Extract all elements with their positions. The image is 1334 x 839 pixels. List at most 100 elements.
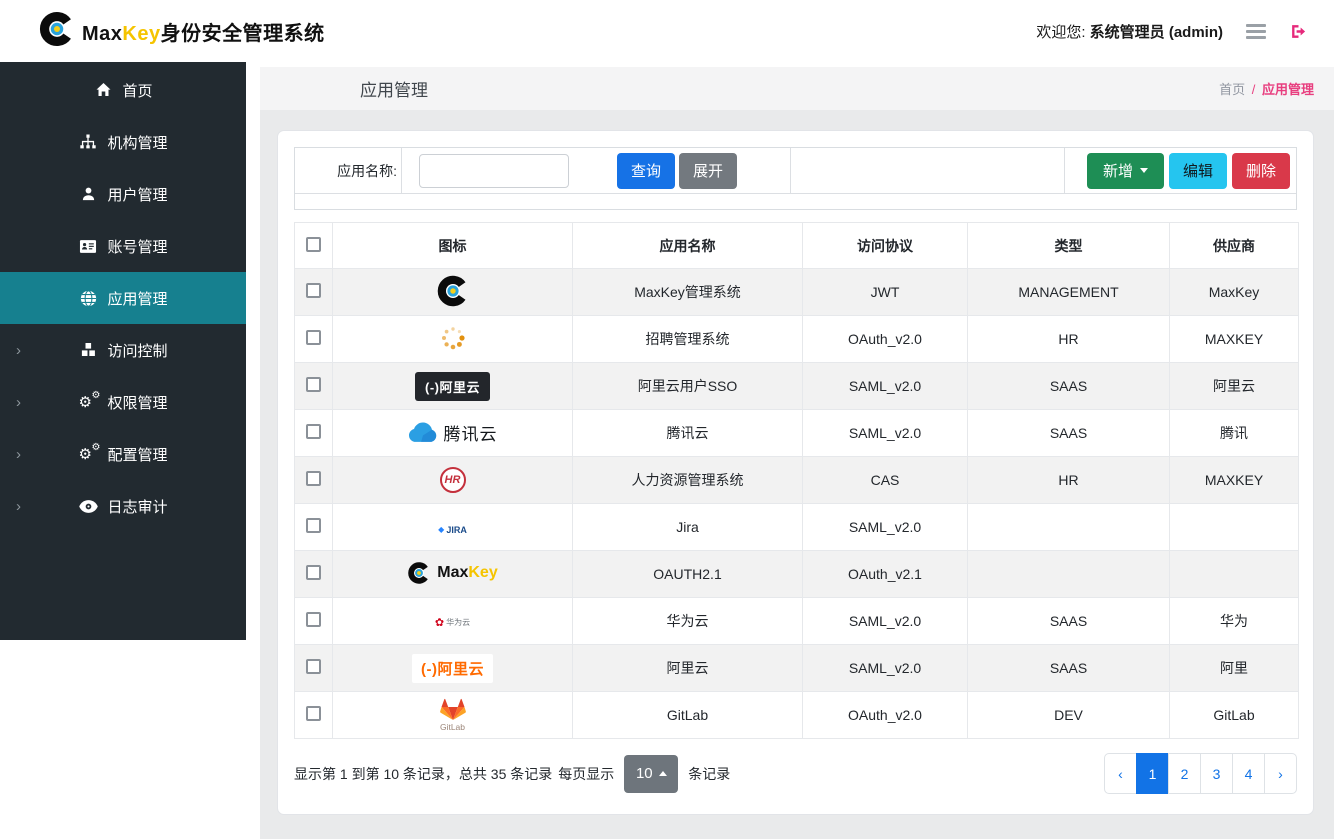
table-row[interactable]: MaxKey OAUTH2.1 OAuth_v2.1: [294, 550, 1299, 598]
table-row[interactable]: MaxKey管理系统 JWT MANAGEMENT MaxKey: [294, 268, 1299, 316]
sidebar: 首页机构管理用户管理账号管理应用管理 › 访问控制 › ⚙ ⚙ 权限管理 › ⚙ ⚙ 配置管理 › 日志…: [0, 62, 246, 640]
jira-icon: ◆ JIRA: [438, 524, 467, 535]
app-name-input[interactable]: [419, 153, 569, 188]
sidebar-item-label: 账号管理: [107, 238, 168, 256]
row-checkbox[interactable]: [306, 612, 321, 627]
user-icon: [78, 186, 98, 203]
sidebar-item-label: 访问控制: [107, 342, 168, 360]
table-row[interactable]: 腾讯云 腾讯云 SAML_v2.0 SAAS 腾讯: [294, 409, 1299, 457]
vendor-cell: 阿里: [1169, 644, 1299, 692]
next-page-button[interactable]: ›: [1264, 753, 1297, 794]
app-name-cell: MaxKey管理系统: [572, 268, 803, 316]
prev-page-button[interactable]: ‹: [1104, 753, 1137, 794]
sidebar-item-label: 权限管理: [107, 394, 168, 412]
breadcrumb-home[interactable]: 首页: [1219, 82, 1246, 97]
protocol-cell: CAS: [802, 456, 968, 504]
protocol-cell: OAuth_v2.0: [802, 315, 968, 363]
hr-logo-icon: HR: [439, 467, 466, 493]
row-checkbox[interactable]: [306, 377, 321, 392]
row-checkbox[interactable]: [306, 283, 321, 298]
table-row[interactable]: GitLab GitLab OAuth_v2.0 DEV GitLab: [294, 691, 1299, 739]
sitemap-icon: [78, 134, 98, 151]
vendor-cell: MaxKey: [1169, 268, 1299, 316]
page-button-1[interactable]: 1: [1136, 753, 1169, 794]
sidebar-item-用户管理[interactable]: 用户管理: [0, 168, 246, 220]
select-all-checkbox[interactable]: [306, 236, 321, 252]
row-checkbox[interactable]: [306, 706, 321, 721]
row-checkbox[interactable]: [306, 471, 321, 486]
row-checkbox[interactable]: [306, 424, 321, 439]
type-cell: SAAS: [967, 362, 1170, 410]
sidebar-item-配置管理[interactable]: › ⚙ ⚙ 配置管理: [0, 428, 246, 480]
vendor-cell: 阿里云: [1169, 362, 1299, 410]
table-row[interactable]: (-)阿里云 阿里云用户SSO SAML_v2.0 SAAS 阿里云: [294, 362, 1299, 410]
column-header: 类型: [967, 222, 1170, 269]
sidebar-menu: 首页机构管理用户管理账号管理应用管理 › 访问控制 › ⚙ ⚙ 权限管理 › ⚙ ⚙ 配置管理 › 日志…: [0, 62, 246, 532]
row-checkbox[interactable]: [306, 565, 321, 580]
app-title: MaxKey身份安全管理系统: [82, 22, 325, 45]
menu-toggle-icon[interactable]: [1243, 21, 1269, 42]
table-row[interactable]: ◆ JIRA Jira SAML_v2.0: [294, 503, 1299, 551]
row-checkbox[interactable]: [306, 518, 321, 533]
page-button-2[interactable]: 2: [1168, 753, 1201, 794]
app-name-cell: 腾讯云: [572, 409, 803, 457]
sidebar-item-首页[interactable]: 首页: [0, 64, 246, 116]
aliyun-dark-icon: (-)阿里云: [415, 371, 490, 401]
logout-icon[interactable]: [1289, 23, 1308, 40]
app-management-card: 应用名称: 查询 展开 新增 编辑 删除: [277, 130, 1314, 815]
maxkey-logo-icon: [38, 10, 76, 53]
sidebar-item-日志审计[interactable]: › 日志审计: [0, 480, 246, 532]
sidebar-item-账号管理[interactable]: 账号管理: [0, 220, 246, 272]
vendor-cell: [1169, 550, 1299, 598]
app-name-cell: 阿里云: [572, 644, 803, 692]
row-checkbox[interactable]: [306, 659, 321, 674]
query-button[interactable]: 查询: [617, 152, 676, 189]
type-cell: DEV: [967, 691, 1170, 739]
edit-button[interactable]: 编辑: [1168, 152, 1227, 189]
table-row[interactable]: ✿ 华为云 华为云 SAML_v2.0 SAAS 华为: [294, 597, 1299, 645]
sidebar-item-label: 机构管理: [107, 134, 168, 152]
sidebar-item-访问控制[interactable]: › 访问控制: [0, 324, 246, 376]
app-name-cell: OAUTH2.1: [572, 550, 803, 598]
table-row[interactable]: HR 人力资源管理系统 CAS HR MAXKEY: [294, 456, 1299, 504]
protocol-cell: OAuth_v2.0: [802, 691, 968, 739]
page-button-3[interactable]: 3: [1200, 753, 1233, 794]
chevron-right-icon: ›: [16, 393, 21, 411]
page-buttons: ‹ 1 2 3 4 ›: [1104, 753, 1297, 794]
column-header: 应用名称: [572, 222, 803, 269]
sidebar-item-机构管理[interactable]: 机构管理: [0, 116, 246, 168]
type-cell: HR: [967, 456, 1170, 504]
table-row[interactable]: (-)阿里云 阿里云 SAML_v2.0 SAAS 阿里: [294, 644, 1299, 692]
tencent-cloud-icon: 腾讯云: [408, 420, 498, 445]
chevron-right-icon: ›: [16, 341, 21, 359]
maxkey-logo-icon: [436, 274, 470, 308]
vendor-cell: GitLab: [1169, 691, 1299, 739]
pagination-info: 显示第 1 到第 10 条记录，总共 35 条记录 每页显示 10 条记录: [294, 754, 730, 793]
app-name-cell: Jira: [572, 503, 803, 551]
sidebar-item-权限管理[interactable]: › ⚙ ⚙ 权限管理: [0, 376, 246, 428]
add-button[interactable]: 新增: [1086, 152, 1164, 189]
home-icon: [93, 82, 113, 99]
cubes-icon: [78, 342, 98, 359]
type-cell: SAAS: [967, 644, 1170, 692]
gears-icon: ⚙ ⚙: [78, 389, 101, 411]
type-cell: SAAS: [967, 409, 1170, 457]
vendor-cell: MAXKEY: [1169, 456, 1299, 504]
row-checkbox[interactable]: [306, 330, 321, 345]
sidebar-item-应用管理[interactable]: 应用管理: [0, 272, 246, 324]
page-header: 应用管理 首页 / 应用管理: [260, 67, 1334, 110]
page-size-dropdown[interactable]: 10: [624, 754, 679, 793]
delete-button[interactable]: 删除: [1231, 152, 1290, 189]
app-name-cell: 华为云: [572, 597, 803, 645]
sidebar-item-label: 用户管理: [107, 186, 168, 204]
protocol-cell: OAuth_v2.1: [802, 550, 968, 598]
aliyun-orange-icon: (-)阿里云: [412, 653, 493, 683]
maxkey-full-icon: MaxKey: [407, 561, 498, 585]
type-cell: MANAGEMENT: [967, 268, 1170, 316]
expand-button[interactable]: 展开: [679, 152, 738, 189]
protocol-cell: SAML_v2.0: [802, 409, 968, 457]
brand: MaxKey身份安全管理系统: [38, 10, 325, 53]
column-header: 访问协议: [802, 222, 968, 269]
table-row[interactable]: 招聘管理系统 OAuth_v2.0 HR MAXKEY: [294, 315, 1299, 363]
page-button-4[interactable]: 4: [1232, 753, 1265, 794]
